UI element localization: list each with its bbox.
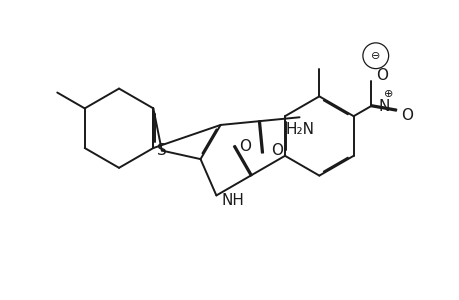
Text: N: N	[378, 99, 389, 114]
Text: NH: NH	[221, 193, 244, 208]
Text: S: S	[157, 143, 166, 158]
Text: H₂N: H₂N	[285, 122, 313, 137]
Text: O: O	[270, 143, 282, 158]
Text: ⊕: ⊕	[383, 89, 392, 99]
Text: O: O	[375, 68, 387, 83]
Text: O: O	[400, 108, 412, 123]
Text: O: O	[238, 139, 250, 154]
Text: ⊖: ⊖	[370, 51, 380, 61]
